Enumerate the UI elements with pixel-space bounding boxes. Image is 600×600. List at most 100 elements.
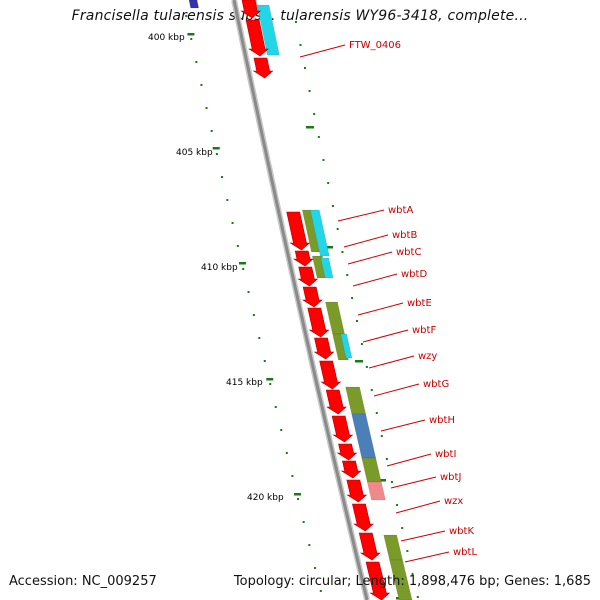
tick-dot [370,389,373,391]
label-leader [362,329,409,343]
cds-arrow [358,532,381,561]
map-title: Francisella tularensis subsp. tularensis… [71,8,529,24]
label-leader [337,209,385,222]
gene-label: wbtH [429,415,455,426]
accession-text: Accession: NC_009257 [9,574,157,589]
tick-dot [336,228,339,230]
tick-dot [215,153,218,155]
tick-dot [355,320,358,322]
major-tick [355,360,363,363]
label-leader [400,530,446,542]
tick-dot [221,176,224,178]
tick-dot [190,38,193,40]
tick-dot [299,44,302,46]
tick-dot [390,481,393,483]
tick-dot [185,15,188,17]
gene-label: FTW_0406 [349,40,401,51]
cds-arrow [336,443,358,461]
gene-label: wbtB [392,230,417,241]
tick-dot [247,291,250,293]
cog-block-cyan [320,257,334,279]
label-leader [347,251,393,265]
tick-dot [258,337,261,339]
cds-arrow [297,266,319,287]
tick-dot [406,550,409,552]
tick-dot [365,366,368,368]
tick-dot [297,498,300,500]
cds-arrow [286,211,311,251]
cds-arrow [319,360,342,390]
cds-arrow [352,503,374,532]
scale-label: 410 kbp [201,263,238,273]
label-leader [352,273,398,287]
gene-label: wbtI [435,449,456,460]
label-leader [373,383,420,397]
tick-dot [308,90,311,92]
label-leader [380,419,426,432]
cds-arrow [240,0,262,19]
backbone-line [232,0,369,600]
tick-dot [346,274,349,276]
major-tick [187,33,195,36]
tick-dot [411,573,414,575]
gene-label: wzx [444,496,463,507]
tick-dot [274,406,277,408]
tick-dot [252,314,255,316]
tick-dot [401,527,404,529]
cog-block-cyan [340,333,353,359]
major-tick [325,246,333,249]
tick-dot [308,544,311,546]
cds-arrow [365,561,391,600]
gene-label: wbtJ [440,472,461,483]
cog-block-cyan [256,4,280,56]
gene-label: wzy [418,351,437,362]
tick-dot [294,21,297,23]
cds-arrow [245,19,269,57]
gene-label: wbtG [423,379,449,390]
major-tick [378,479,386,482]
cog-block-green [345,386,366,415]
tick-dot [280,429,283,431]
tick-dot [302,521,305,523]
cog-block-green [332,333,349,361]
cds-arrow [340,460,362,479]
label-leader [386,453,432,467]
cds-arrow [252,57,274,79]
cds-arrow [292,250,314,267]
major-tick [294,493,302,496]
tick-dot [319,590,322,592]
tick-dot [210,130,213,132]
scale-label: 420 kbp [247,493,284,503]
cds-arrow [331,415,354,443]
tick-dot [360,343,363,345]
scale-label: 405 kbp [176,148,213,158]
label-leader [390,476,437,489]
tick-dot [314,567,317,569]
tick-dot [231,222,234,224]
tick-dot [313,113,316,115]
major-tick [306,126,314,129]
major-tick [239,262,247,265]
tick-dot [226,199,229,201]
cds-arrow [301,286,323,308]
tick-dots [185,15,419,600]
label-leader [395,500,441,514]
cog-block-blue [351,413,377,459]
tick-dot [242,268,245,270]
label-leader [404,551,450,563]
tick-dot [195,61,198,63]
cog-features [188,0,413,600]
tick-dot [331,205,334,207]
genome-summary: Topology: circular; Length: 1,898,476 bp… [233,574,591,589]
gene-labels: FTW_0406 wbtA wbtB wbtC wbtD wbtE wbtF wzy wbtG w… [299,40,477,563]
label-leader [357,302,404,316]
tick-dot [385,458,388,460]
cog-block-cyan [309,209,330,257]
major-tick [212,147,220,150]
tick-dot [375,412,378,414]
tick-dot [236,245,239,247]
tick-dot [205,107,208,109]
tick-dot [416,596,419,598]
cds-arrow [346,479,368,503]
